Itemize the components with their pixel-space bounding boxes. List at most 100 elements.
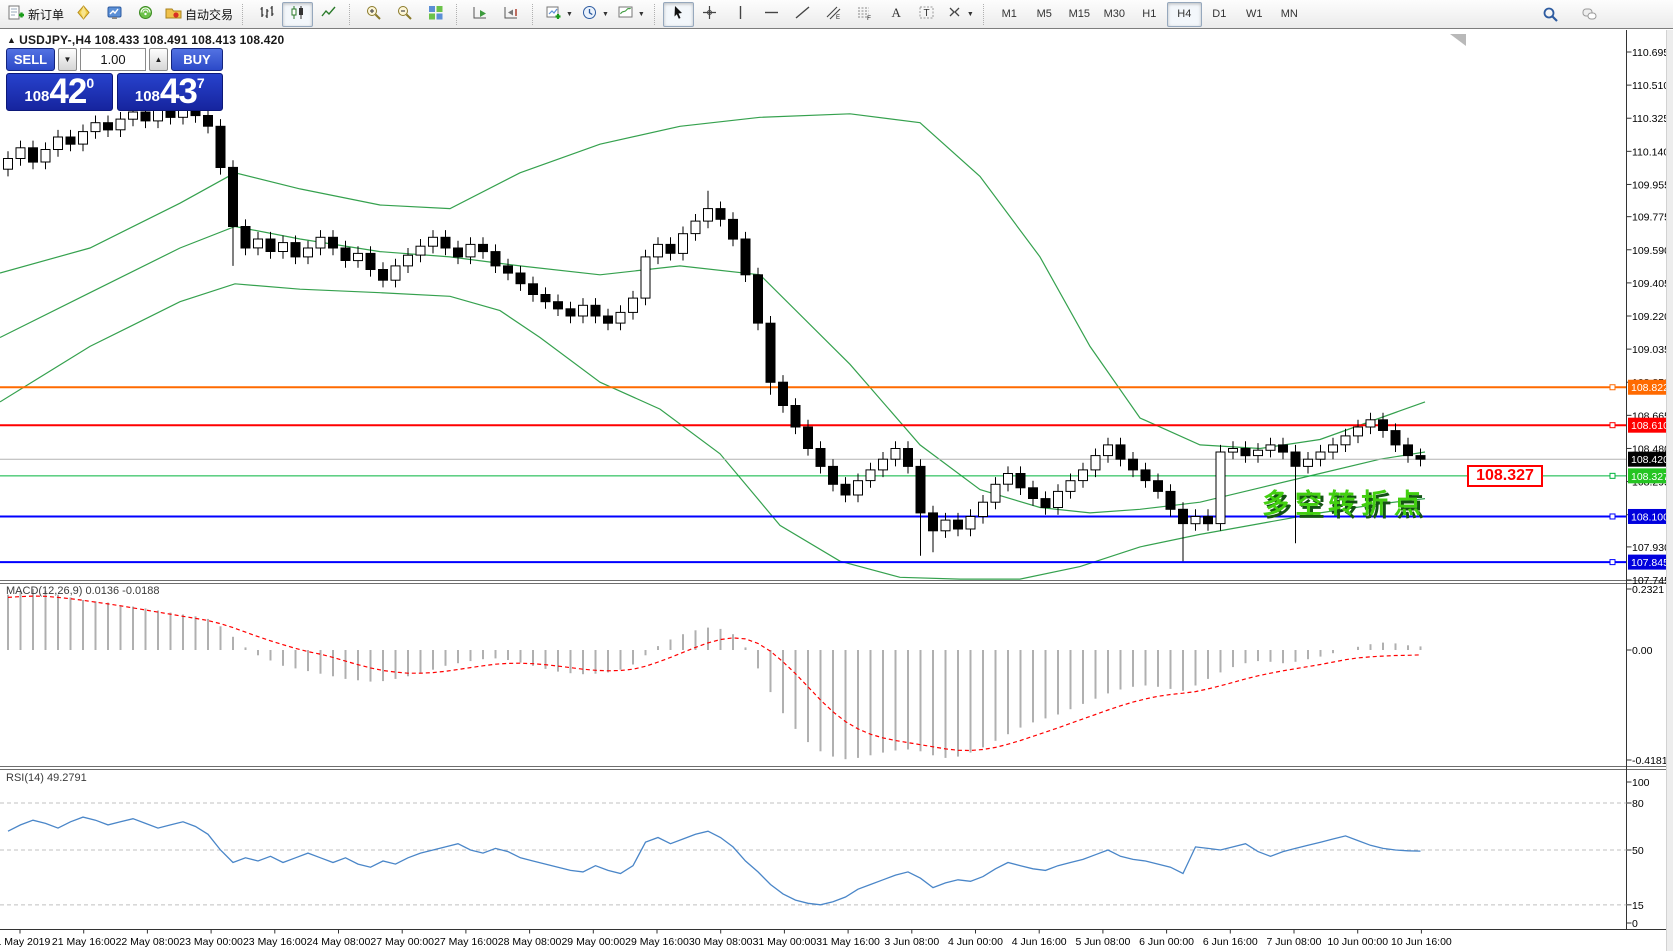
candle-bull xyxy=(390,265,401,281)
candle-bear xyxy=(915,465,926,514)
chart-text-annotation[interactable]: 多空转折点 xyxy=(1262,489,1427,519)
buy-price-prefix: 108 xyxy=(134,88,160,105)
sell-price-sup: 0 xyxy=(86,75,95,91)
price-badge xyxy=(1628,417,1673,433)
fibo-icon: F xyxy=(856,4,873,24)
rsi-axis-label: 100 xyxy=(1632,777,1650,789)
horizontal-line-button[interactable] xyxy=(756,2,787,27)
line-anchor-handle[interactable] xyxy=(1609,384,1616,391)
chart-symbol-title: ▲ USDJPY-,H4 108.433 108.491 108.413 108.… xyxy=(7,33,285,47)
candles xyxy=(3,97,1426,562)
chat-button[interactable] xyxy=(1574,3,1605,28)
time-axis-label: 31 May 16:00 xyxy=(816,936,880,948)
toolbar-separator xyxy=(653,3,659,25)
candle-bull xyxy=(1065,480,1076,492)
candle-bear xyxy=(1128,458,1138,471)
bars-chart-button[interactable] xyxy=(251,2,282,27)
line-anchor-handle[interactable] xyxy=(1609,559,1616,566)
time-axis-label: 10 Jun 00:00 xyxy=(1327,936,1388,948)
vertical-line-button[interactable] xyxy=(725,2,756,27)
sell-button[interactable]: SELL xyxy=(6,48,55,71)
timeframe-button-h4[interactable]: H4 xyxy=(1166,1,1202,27)
equidistant-channel-button[interactable]: E xyxy=(818,2,849,27)
new-order-button[interactable]: 新订单 xyxy=(4,2,68,27)
candle-bull xyxy=(965,516,976,530)
periods-button[interactable]: ▼ xyxy=(577,2,613,27)
candle-bull xyxy=(1190,516,1201,525)
timeframe-button-h1[interactable]: H1 xyxy=(1142,8,1157,20)
rsi-axis-label: 0 xyxy=(1632,918,1638,930)
templates-button[interactable]: ▼ xyxy=(613,2,649,27)
fibonacci-button[interactable]: F xyxy=(849,2,880,27)
direction-up-icon: ▲ xyxy=(7,35,17,45)
buy-price-button[interactable]: 108 43 7 xyxy=(116,73,223,111)
time-axis-label: 28 May 08:00 xyxy=(498,936,562,948)
trendline-icon xyxy=(794,4,811,24)
chevron-down-icon: ▼ xyxy=(637,10,645,18)
favorites-button[interactable] xyxy=(68,2,99,27)
line-anchor-handle[interactable] xyxy=(1609,472,1616,479)
time-axis-label: 27 May 16:00 xyxy=(434,936,498,948)
timeframe-button-m1[interactable]: M1 xyxy=(1001,8,1017,20)
candle-bear xyxy=(1203,516,1213,525)
text-button[interactable]: A xyxy=(880,2,911,27)
candle-bull xyxy=(703,208,713,222)
zoom-out-button[interactable] xyxy=(389,2,420,27)
time-axis-label: 5 Jun 08:00 xyxy=(1075,936,1130,948)
macd-indicator-label: MACD(12,26,9) 0.0136 -0.0188 xyxy=(6,585,160,597)
line-anchor-handle[interactable] xyxy=(1609,422,1616,429)
sell-price-button[interactable]: 108 42 0 xyxy=(6,73,113,111)
candle-bull xyxy=(1315,451,1326,460)
svg-text:A: A xyxy=(891,5,901,20)
price-label-object[interactable]: 108.327 xyxy=(1467,465,1543,487)
candle-bear xyxy=(1140,469,1151,482)
buy-button[interactable]: BUY xyxy=(171,48,223,71)
cursor-button[interactable] xyxy=(662,1,694,27)
auto-scroll-button[interactable] xyxy=(465,2,496,27)
bollinger-middle-band xyxy=(0,225,1426,514)
time-axis-label: 24 May 08:00 xyxy=(307,936,371,948)
timeframe-button-mn[interactable]: MN xyxy=(1280,8,1298,20)
market-watch-button[interactable] xyxy=(99,2,130,27)
search-button[interactable] xyxy=(1535,3,1566,28)
crosshair-button[interactable] xyxy=(694,2,725,27)
candle-bear xyxy=(1165,490,1176,510)
candle-bull xyxy=(115,118,126,131)
candle-bear xyxy=(815,448,826,467)
candle-bear xyxy=(753,274,763,324)
new-chart-button[interactable]: ▼ xyxy=(541,2,577,27)
volume-increase-button[interactable]: ▲ xyxy=(149,48,168,71)
arrows-button[interactable]: ▼ xyxy=(942,2,978,27)
price-badge-label: 108.420 xyxy=(1631,454,1669,466)
trendline-button[interactable] xyxy=(787,2,818,27)
timeframe-button-m30[interactable]: M30 xyxy=(1103,8,1125,20)
volume-input[interactable] xyxy=(80,48,146,71)
candle-bull xyxy=(40,149,51,163)
chart-canvas[interactable]: 0.2321 0.00 -0.4181 100 80 50 15 0 110.695 110.51… xyxy=(0,30,1673,951)
timeframe-button-d1[interactable]: D1 xyxy=(1212,8,1227,20)
candles-chart-button[interactable] xyxy=(282,1,314,27)
scroll-to-end-icon[interactable] xyxy=(1450,34,1466,46)
signals-button[interactable] xyxy=(130,2,161,27)
candle-bear xyxy=(103,122,113,131)
candle-bull xyxy=(15,147,26,160)
zoom-in-button[interactable] xyxy=(358,2,389,27)
candle-bull xyxy=(1353,426,1363,437)
macd-signal-line xyxy=(7,595,1421,752)
tile-windows-button[interactable] xyxy=(420,2,451,27)
timeframe-button-m15[interactable]: M15 xyxy=(1068,8,1090,20)
volume-decrease-button[interactable]: ▼ xyxy=(58,48,77,71)
line-anchor-handle[interactable] xyxy=(1609,513,1616,520)
timeframe-button-m5[interactable]: M5 xyxy=(1036,8,1052,20)
autotrade-button[interactable]: 自动交易 xyxy=(161,2,237,27)
candle-bull xyxy=(1103,444,1113,457)
timeframe-button-w1[interactable]: W1 xyxy=(1246,8,1263,20)
chart-shift-button[interactable] xyxy=(496,2,527,27)
templates-icon xyxy=(617,4,634,24)
candle-bull xyxy=(1215,451,1226,525)
candle-bull xyxy=(628,297,638,313)
line-chart-button[interactable] xyxy=(313,2,344,27)
text-label-button[interactable]: T xyxy=(911,2,942,27)
vline-icon xyxy=(732,4,749,24)
